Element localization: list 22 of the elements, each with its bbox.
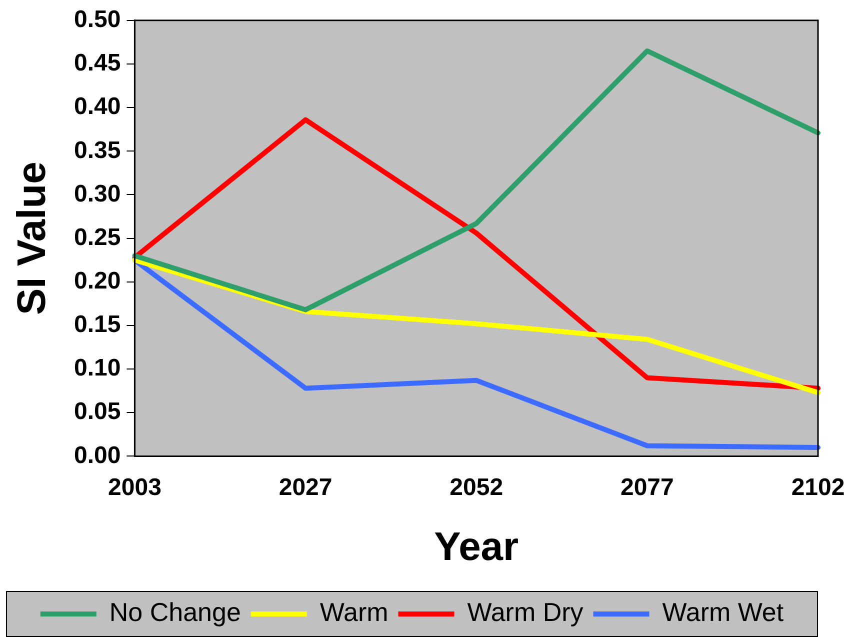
y-tick-label: 0.25 [74,224,121,251]
y-tick-label: 0.40 [74,93,121,120]
y-tick-label: 0.20 [74,268,121,295]
y-tick-label: 0.10 [74,354,121,382]
x-tick-label: 2027 [278,474,332,502]
x-tick-label: 2052 [450,474,504,502]
legend-label: Warm Dry [467,597,584,628]
x-tick-label: 2102 [791,474,845,502]
y-tick-label: 0.00 [74,442,121,469]
y-tick-label: 0.50 [74,6,121,34]
y-axis-title: SI Value [10,162,54,316]
y-tick-label: 0.30 [74,180,121,208]
x-axis-title: Year [434,525,519,570]
y-tick-label: 0.15 [74,311,121,338]
y-tick-label: 0.35 [74,136,121,164]
legend-label: No Change [109,597,241,628]
x-tick-label: 2003 [108,474,162,502]
y-tick-label: 0.05 [74,398,121,426]
x-tick-label: 2077 [620,474,674,502]
legend-label: Warm Wet [662,597,784,628]
legend-label: Warm [320,597,388,628]
y-tick-label: 0.45 [74,50,121,77]
